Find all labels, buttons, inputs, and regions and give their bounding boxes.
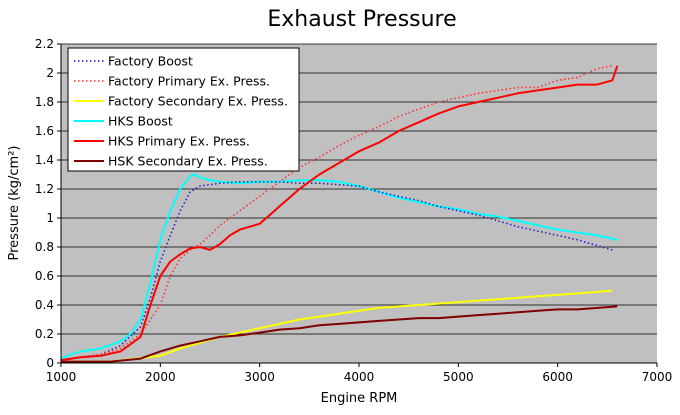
series-line-3 bbox=[60, 173, 618, 360]
series-layer bbox=[60, 65, 619, 363]
series-line-1 bbox=[60, 65, 613, 361]
y-tick-label: 0 bbox=[46, 356, 54, 370]
x-tick-label: 2000 bbox=[145, 370, 176, 384]
legend-label: Factory Secondary Ex. Press. bbox=[108, 94, 288, 109]
y-tick-label: 2.2 bbox=[35, 37, 54, 51]
y-ticks: 0 0.2 0.4 0.6 0.8 1 1.2 1.4 1.6 1.8 2 2.2 bbox=[35, 37, 61, 370]
legend: Factory Boost Factory Primary Ex. Press. F… bbox=[67, 47, 300, 172]
series-line-2 bbox=[61, 289, 613, 363]
y-tick-label: 1.2 bbox=[35, 182, 54, 196]
legend-label: Factory Primary Ex. Press. bbox=[108, 74, 270, 89]
y-tick-label: 1.8 bbox=[35, 95, 54, 109]
y-tick-label: 0.8 bbox=[35, 240, 54, 254]
x-ticks: 1000 2000 3000 4000 5000 6000 7000 bbox=[46, 363, 673, 384]
y-axis-title: Pressure (kg/cm²) bbox=[7, 146, 22, 261]
x-tick-label: 1000 bbox=[46, 370, 77, 384]
chart-title: Exhaust Pressure bbox=[267, 7, 456, 32]
legend-label: HSK Secondary Ex. Press. bbox=[108, 154, 268, 169]
x-tick-label: 4000 bbox=[344, 370, 375, 384]
legend-box bbox=[67, 47, 300, 172]
x-tick-label: 5000 bbox=[443, 370, 474, 384]
x-tick-label: 7000 bbox=[642, 370, 673, 384]
y-tick-label: 2 bbox=[46, 66, 54, 80]
y-tick-label: 0.6 bbox=[35, 269, 54, 283]
legend-label: HKS Primary Ex. Press. bbox=[108, 134, 250, 149]
y-tick-label: 0.2 bbox=[35, 327, 54, 341]
series-line-5 bbox=[61, 305, 618, 363]
legend-label: Factory Boost bbox=[108, 54, 193, 69]
x-tick-label: 3000 bbox=[244, 370, 275, 384]
legend-label: HKS Boost bbox=[108, 114, 173, 129]
y-tick-label: 1.6 bbox=[35, 124, 54, 138]
x-axis-title: Engine RPM bbox=[321, 391, 398, 406]
y-tick-label: 1 bbox=[46, 211, 54, 225]
y-tick-label: 0.4 bbox=[35, 298, 54, 312]
series-line-0 bbox=[60, 181, 613, 361]
x-tick-label: 6000 bbox=[542, 370, 573, 384]
series-line-4 bbox=[60, 65, 619, 362]
y-tick-label: 1.4 bbox=[35, 153, 54, 167]
